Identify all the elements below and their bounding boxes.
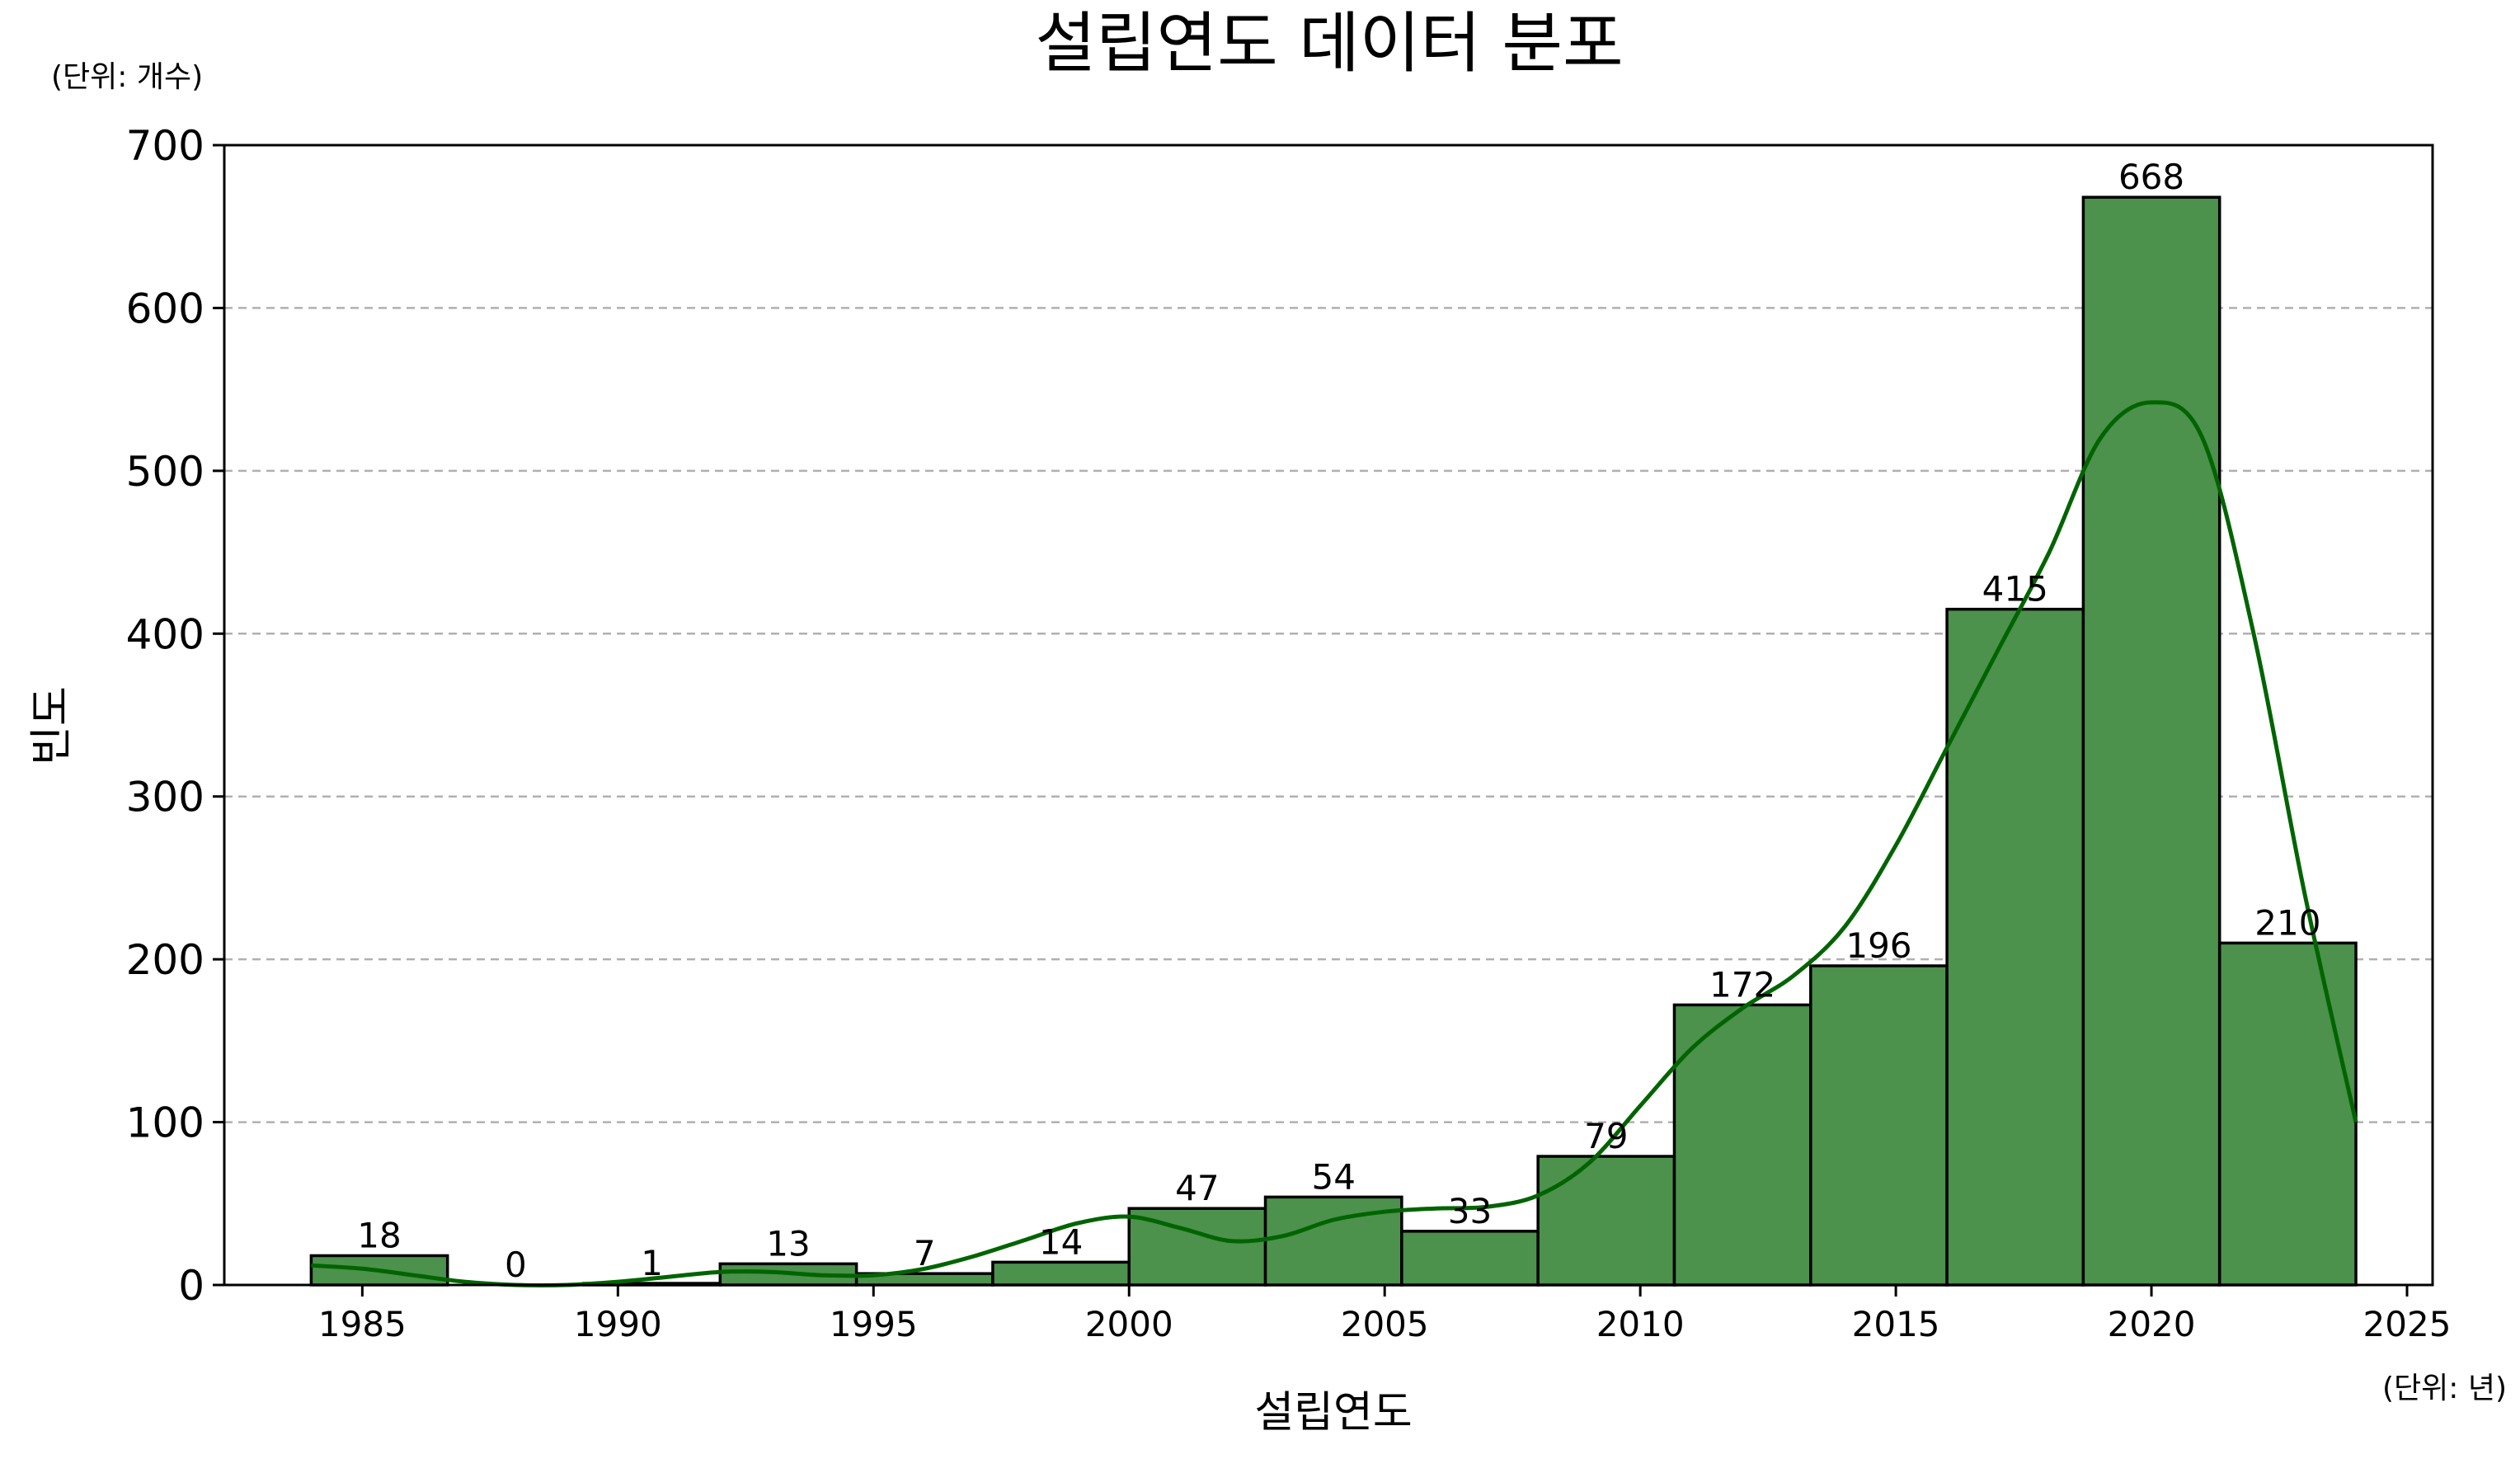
y-axis-ticks: 0 100 200 300 400 500 600 700 bbox=[126, 122, 224, 1310]
bar-value-label-8: 33 bbox=[1448, 1191, 1492, 1231]
bar-value-label-4: 7 bbox=[914, 1233, 936, 1273]
y-tick-label-3: 300 bbox=[126, 774, 205, 821]
bar-11 bbox=[1809, 964, 1949, 1287]
y-tick-label-6: 600 bbox=[126, 285, 205, 332]
x-tick-label-4: 2005 bbox=[1341, 1304, 1429, 1344]
bar-value-label-1: 0 bbox=[505, 1245, 527, 1285]
bar-value-label-3: 13 bbox=[766, 1223, 810, 1264]
bar-8 bbox=[1400, 1230, 1540, 1287]
bar-6 bbox=[1127, 1207, 1267, 1287]
bar-5 bbox=[991, 1260, 1131, 1287]
y-tick-label-0: 0 bbox=[178, 1262, 205, 1310]
y-tick-label-1: 100 bbox=[126, 1099, 205, 1147]
x-axis-ticks: 1985 1990 1995 2000 2005 2010 2015 2020 2025 bbox=[318, 1285, 2452, 1344]
bar-value-label-11: 196 bbox=[1845, 925, 1911, 966]
bar-value-label-0: 18 bbox=[357, 1215, 401, 1255]
bar-value-label-9: 79 bbox=[1584, 1116, 1628, 1156]
bar-14 bbox=[2217, 941, 2358, 1287]
bar-value-label-10: 172 bbox=[1709, 964, 1775, 1005]
bar-value-label-5: 14 bbox=[1039, 1221, 1083, 1262]
bar-10 bbox=[1672, 1003, 1812, 1287]
x-axis-label: 설립연도 bbox=[1254, 1388, 1412, 1438]
x-tick-label-8: 2025 bbox=[2363, 1304, 2452, 1344]
chart-title: 설립연도 데이터 분포 bbox=[1035, 5, 1623, 82]
bar-12 bbox=[1945, 607, 2085, 1287]
y-unit-note: (단위: 개수) bbox=[51, 60, 203, 94]
y-tick-label-5: 500 bbox=[126, 448, 205, 496]
y-tick-label-4: 400 bbox=[126, 610, 205, 658]
x-tick-label-3: 2000 bbox=[1085, 1304, 1173, 1344]
bar-value-labels: 18 0 1 13 7 14 47 54 33 79 172 196 415 668 210 bbox=[357, 157, 2320, 1285]
x-tick-label-0: 1985 bbox=[318, 1304, 407, 1344]
x-unit-note: (단위: 년) bbox=[2382, 1372, 2507, 1405]
x-tick-label-2: 1995 bbox=[830, 1304, 918, 1344]
bar-value-label-14: 210 bbox=[2254, 902, 2320, 943]
plot-frame bbox=[223, 144, 2434, 1287]
bar-value-label-7: 54 bbox=[1311, 1156, 1355, 1197]
y-axis-label: 빈도 bbox=[27, 686, 77, 765]
x-tick-label-1: 1990 bbox=[574, 1304, 662, 1344]
bar-value-label-12: 415 bbox=[1982, 569, 2048, 609]
bar-13 bbox=[2081, 195, 2221, 1287]
x-tick-label-7: 2020 bbox=[2108, 1304, 2196, 1344]
kde-curve-layer bbox=[311, 400, 2358, 1288]
x-tick-label-6: 2015 bbox=[1852, 1304, 1940, 1344]
kde-curve bbox=[311, 400, 2358, 1288]
bar-value-label-13: 668 bbox=[2118, 157, 2184, 197]
x-tick-label-5: 2010 bbox=[1596, 1304, 1685, 1344]
bar-value-label-2: 1 bbox=[641, 1243, 663, 1283]
bar-value-label-6: 47 bbox=[1175, 1168, 1219, 1208]
y-tick-label-7: 700 bbox=[126, 122, 205, 170]
histogram-bars bbox=[309, 195, 2358, 1287]
bar-9 bbox=[1536, 1155, 1676, 1287]
y-tick-label-2: 200 bbox=[126, 936, 205, 984]
